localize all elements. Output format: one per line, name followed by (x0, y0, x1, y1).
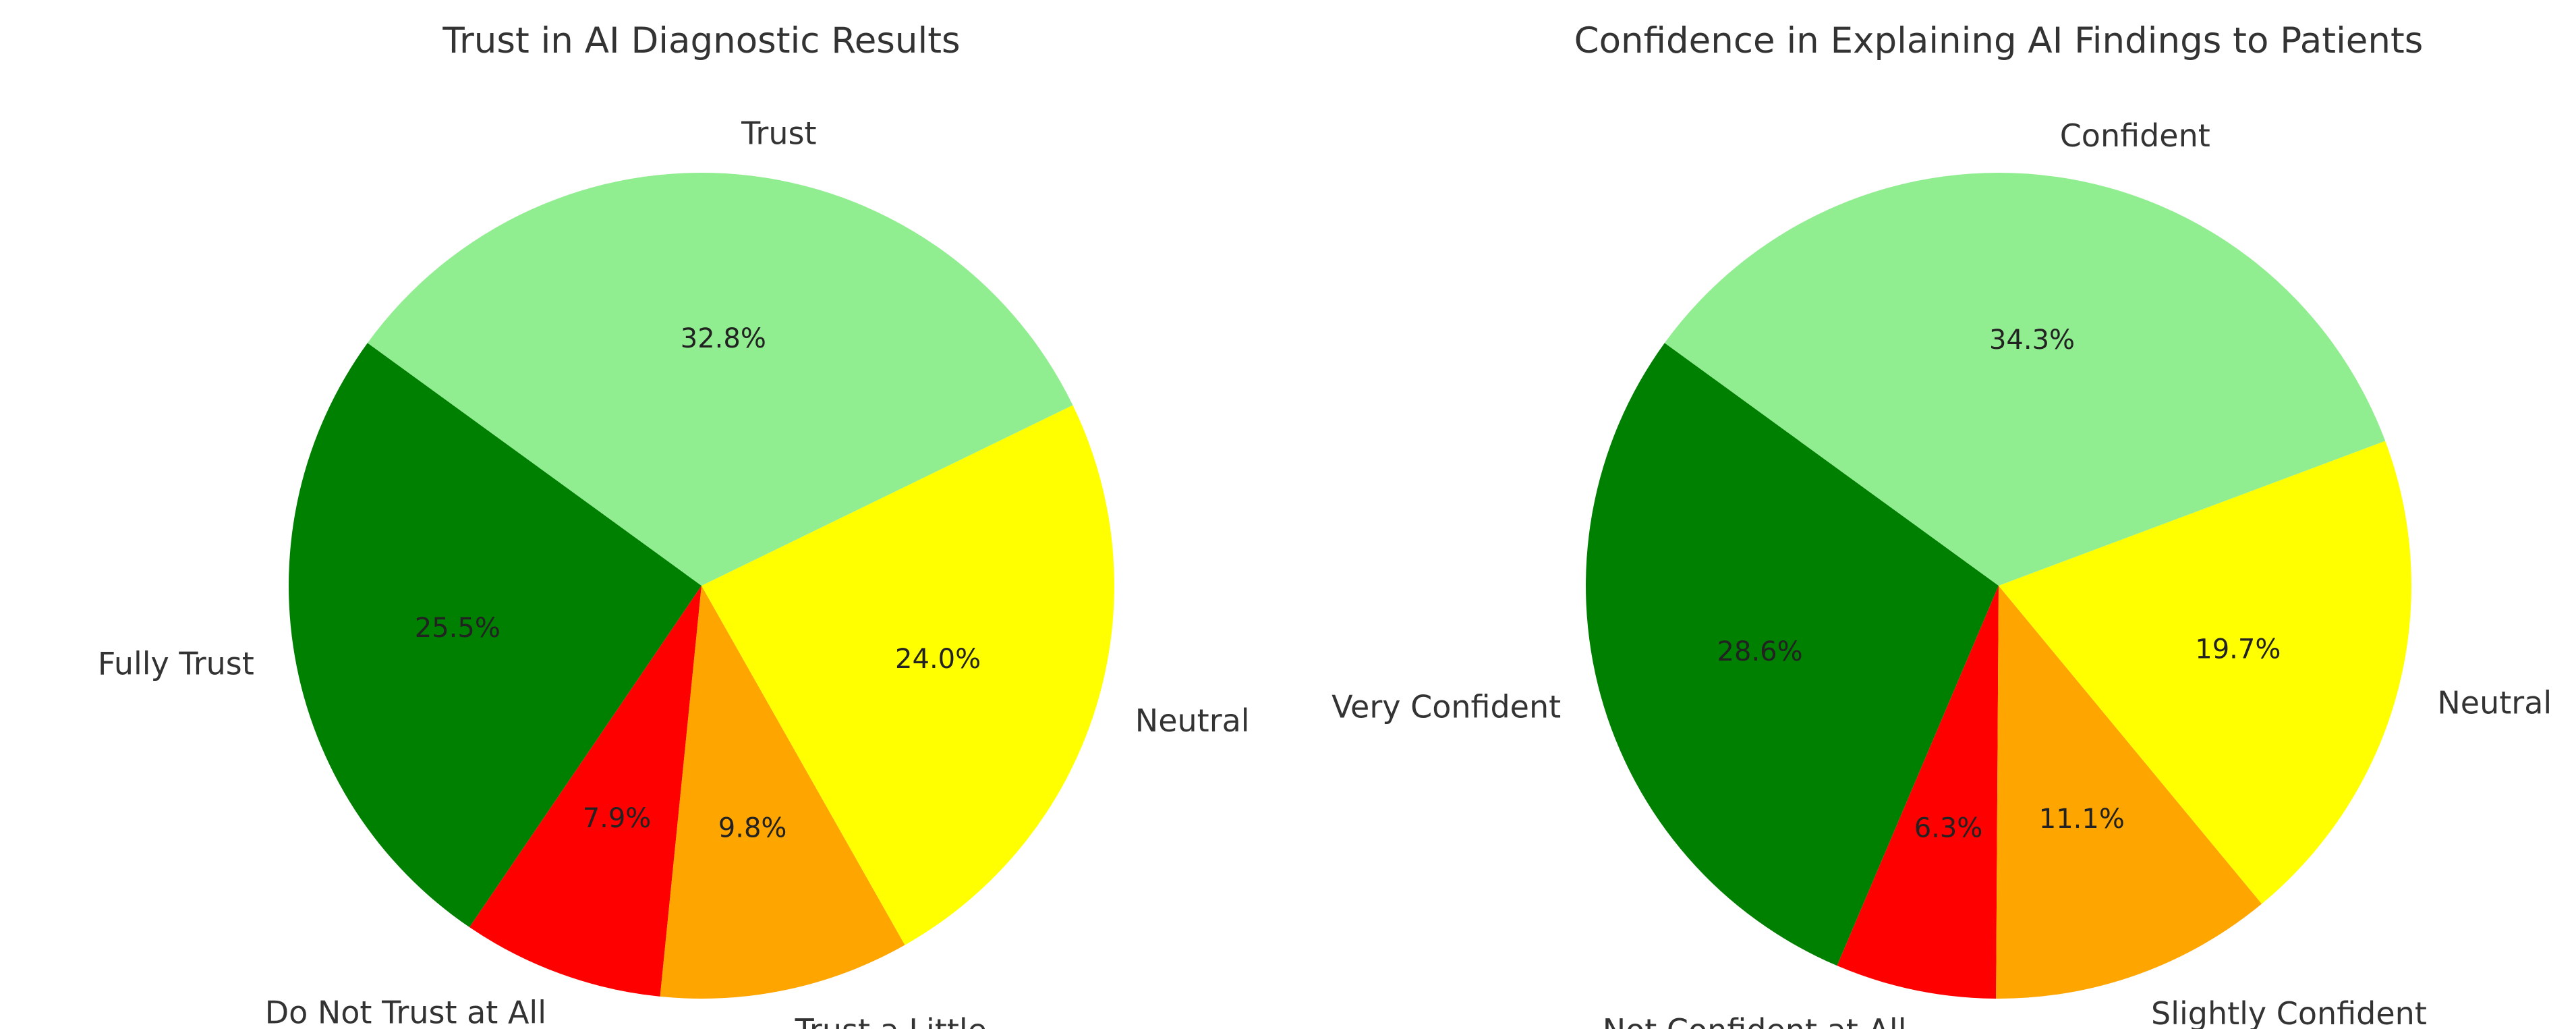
slice-category-label: Trust a Little (795, 1012, 987, 1029)
slice-percent-label: 6.3% (1914, 813, 1983, 844)
slice-category-label: Fully Trust (98, 646, 254, 682)
slice-category-label: Neutral (2437, 685, 2552, 721)
slice-category-label: Neutral (1135, 702, 1250, 739)
pie-slice-not-confident-at-all (1837, 586, 1999, 999)
slice-category-label: Do Not Trust at All (265, 995, 546, 1029)
chart-title: Confidence in Explaining AI Findings to … (1574, 20, 2424, 61)
pie-slice-very-confident (1586, 343, 1999, 966)
slice-category-label: Confident (2060, 117, 2210, 154)
pie-slice-fully-trust (289, 343, 702, 928)
pie-slice-do-not-trust-at-all (469, 586, 702, 997)
slice-percent-label: 32.8% (681, 323, 766, 354)
slice-category-label: Trust (741, 115, 816, 151)
slice-percent-label: 34.3% (1989, 325, 2075, 356)
pie-slice-trust-a-little (660, 586, 905, 999)
pie-slice-trust (367, 172, 1073, 586)
slice-percent-label: 9.8% (718, 812, 787, 843)
pie-slice-neutral (702, 405, 1115, 945)
slice-percent-label: 11.1% (2039, 804, 2125, 835)
pie-slice-neutral (1999, 441, 2411, 904)
slice-category-label: Slightly Confident (2151, 995, 2427, 1029)
slice-category-label: Not Confident at All (1603, 1012, 1907, 1029)
slice-category-label: Very Confident (1332, 689, 1561, 725)
slice-percent-label: 25.5% (415, 613, 500, 644)
slice-percent-label: 7.9% (583, 803, 652, 834)
pie-slice-confident (1664, 172, 2386, 586)
chart-title: Trust in AI Diagnostic Results (442, 20, 960, 61)
pie-slice-slightly-confident (1996, 586, 2262, 999)
slice-percent-label: 19.7% (2195, 634, 2281, 665)
slice-percent-label: 28.6% (1717, 636, 1803, 667)
trust-pie-chart: Trust in AI Diagnostic Results 25.5% Full… (98, 20, 1250, 1029)
confidence-pie-chart: Confidence in Explaining AI Findings to … (1332, 20, 2552, 1029)
slice-percent-label: 24.0% (895, 644, 981, 675)
